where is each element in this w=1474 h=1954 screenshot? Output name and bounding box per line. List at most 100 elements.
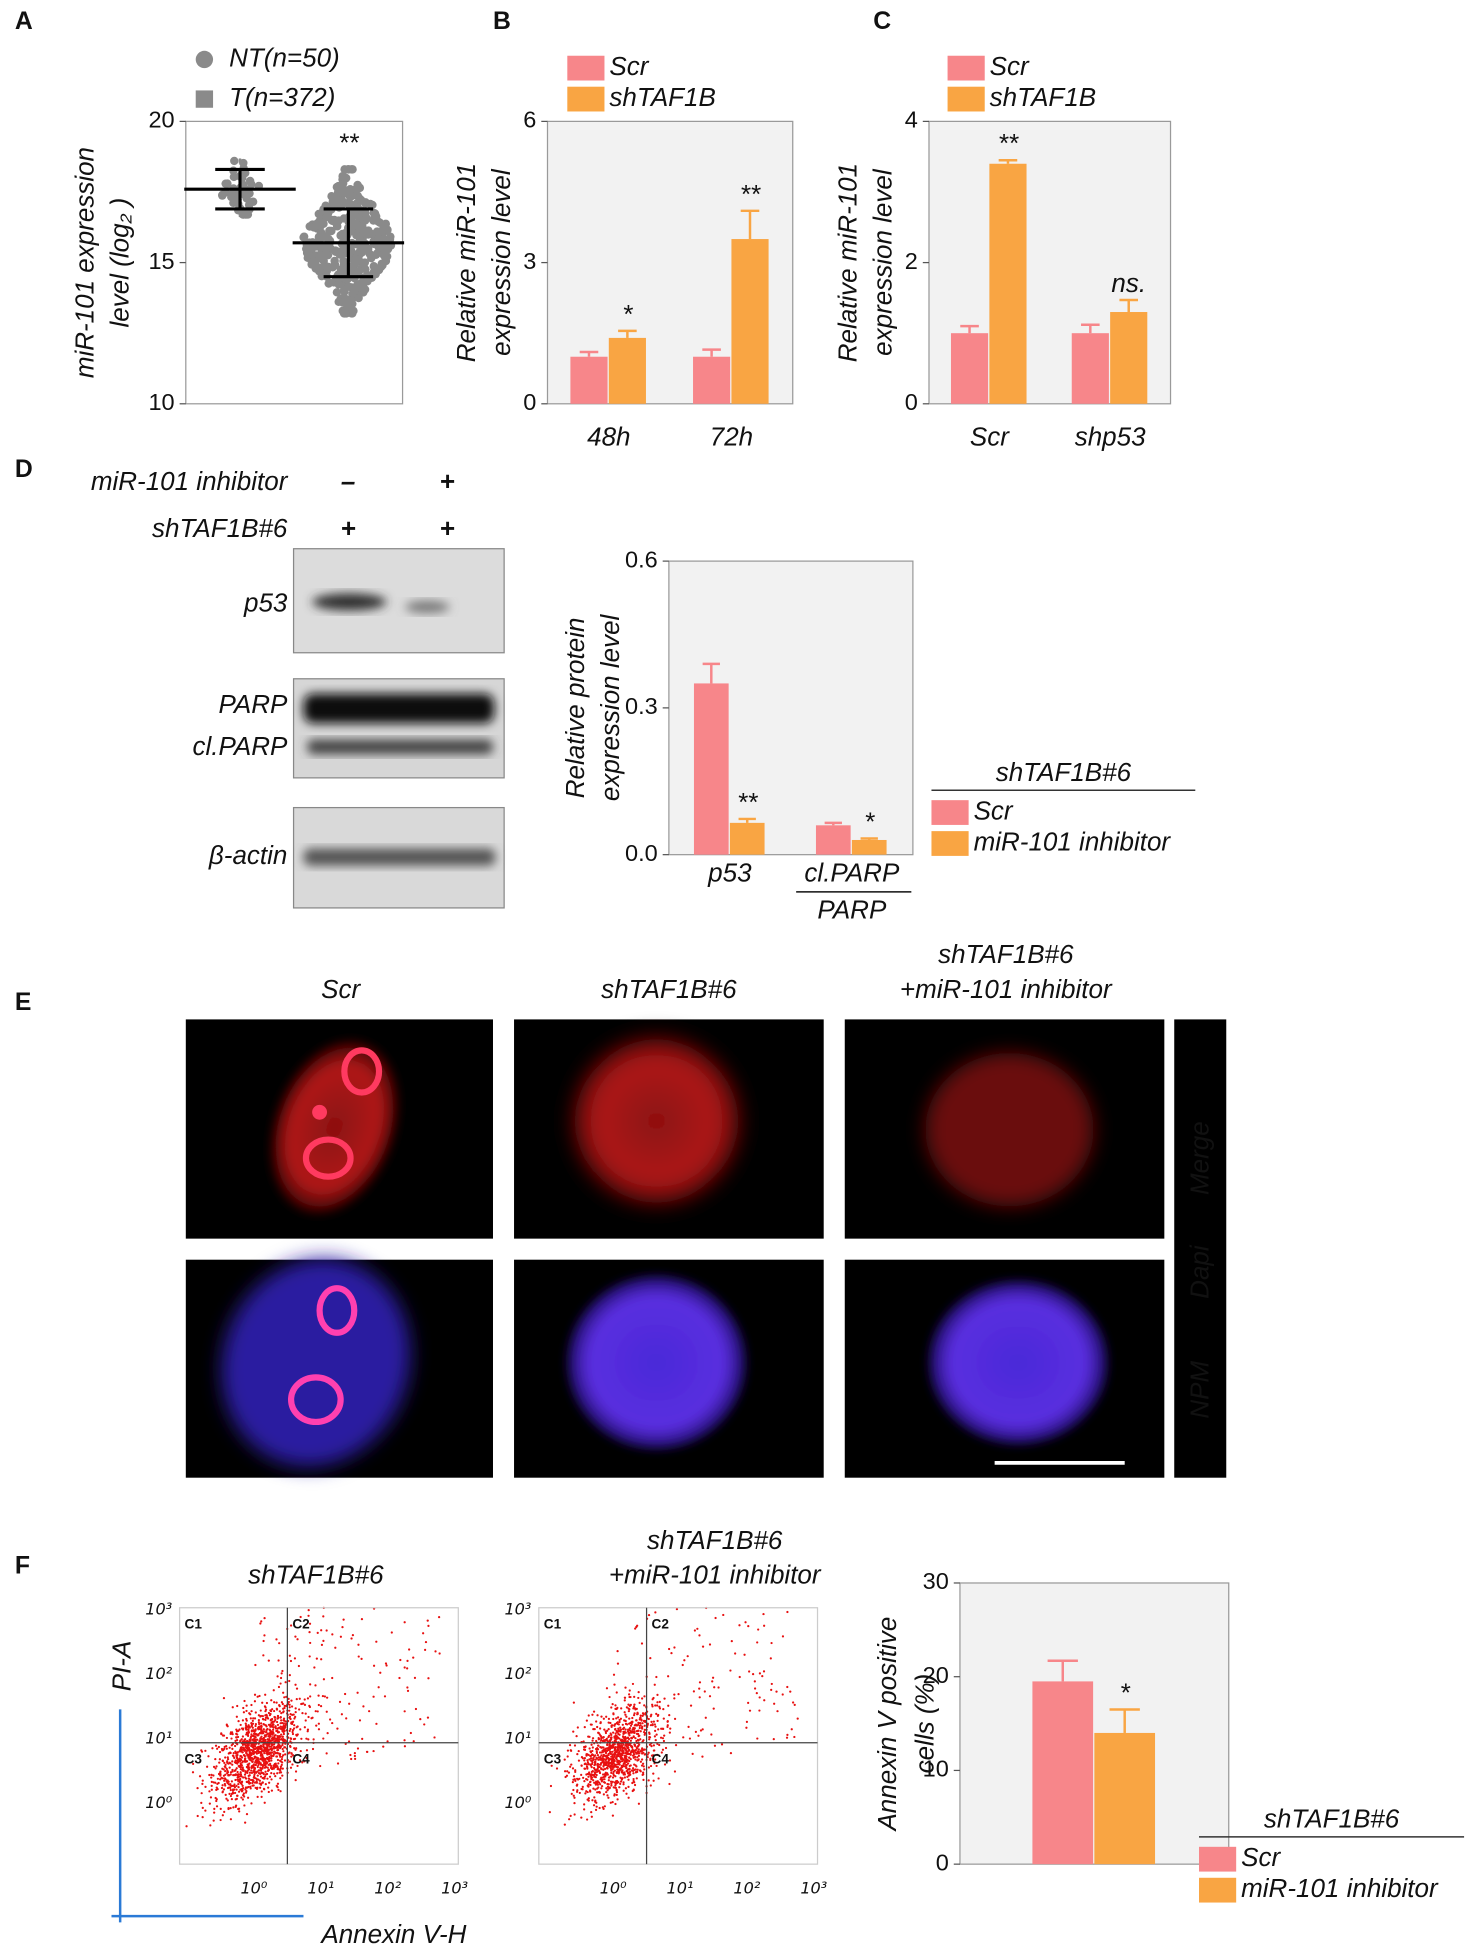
flow-event (270, 1699, 273, 1702)
flow-event (245, 1733, 248, 1736)
flow-event (627, 1768, 631, 1771)
flow-event (574, 1769, 577, 1772)
flow-event (619, 1726, 622, 1729)
flow-event (434, 1650, 437, 1653)
flow-event (686, 1655, 689, 1658)
flow-event (639, 1714, 642, 1717)
flow-event (256, 1695, 259, 1698)
data-point (370, 209, 380, 218)
flow-event (770, 1641, 773, 1645)
flow-event (602, 1765, 605, 1768)
flow-event (583, 1757, 587, 1760)
flow-event (611, 1814, 615, 1817)
flow-event (221, 1784, 224, 1787)
flow-event (201, 1815, 204, 1819)
flow-event (235, 1715, 238, 1718)
data-point (315, 263, 324, 273)
flow-event (620, 1744, 623, 1748)
flow-event (238, 1750, 241, 1753)
flow-event (591, 1799, 594, 1802)
flow-event (572, 1701, 575, 1704)
band (405, 600, 450, 614)
flow-event (403, 1621, 406, 1624)
flow-event (609, 1750, 612, 1753)
y-axis-label: expression level (867, 168, 897, 356)
flow-event (258, 1779, 261, 1782)
data-point (345, 192, 355, 201)
legend-label: miR-101 inhibitor (974, 826, 1172, 856)
flow-event (340, 1713, 343, 1716)
flow-event (608, 1734, 611, 1737)
flow-event (581, 1788, 584, 1791)
quadrant-label: C1 (544, 1617, 562, 1632)
flow-event (266, 1761, 269, 1764)
panel-letter: C (873, 8, 891, 35)
flow-event (627, 1752, 631, 1756)
flow-event (637, 1690, 640, 1694)
flow-event (269, 1747, 272, 1751)
flow-event (204, 1785, 207, 1788)
flow-event (409, 1731, 412, 1735)
flow-event (653, 1749, 656, 1752)
flow-event (622, 1773, 625, 1776)
flow-event (293, 1724, 296, 1727)
flow-event (590, 1776, 593, 1779)
flow-event (259, 1722, 263, 1725)
quadrant-label: C2 (292, 1617, 310, 1632)
flow-event (637, 1721, 640, 1725)
flow-event (617, 1751, 620, 1755)
nucleus (928, 1280, 1108, 1445)
flow-event (325, 1752, 328, 1755)
flow-event (619, 1780, 623, 1783)
flow-event (647, 1766, 651, 1769)
flow-event (242, 1746, 245, 1749)
flow-event (350, 1757, 353, 1761)
flow-event (593, 1781, 596, 1784)
channel-strip (1174, 1019, 1227, 1478)
flow-event (642, 1739, 645, 1742)
y-tick-label: 0.6 (625, 546, 658, 572)
flow-event (622, 1762, 625, 1765)
flow-event (590, 1811, 593, 1814)
flow-event (221, 1790, 224, 1793)
flow-event (627, 1796, 630, 1799)
flow-event (633, 1695, 636, 1698)
flow-event (711, 1680, 714, 1683)
flow-event (640, 1749, 643, 1752)
flow-event (257, 1751, 260, 1754)
flow-event (633, 1744, 637, 1747)
flow-event (254, 1771, 257, 1774)
flow-event (255, 1781, 259, 1784)
flow-event (635, 1747, 639, 1750)
significance: * (864, 807, 875, 837)
flow-event (196, 1786, 199, 1790)
flow-event (258, 1725, 261, 1728)
flow-event (590, 1723, 593, 1726)
flow-event (351, 1634, 355, 1637)
flow-event (220, 1747, 224, 1751)
flow-event (629, 1724, 633, 1727)
flow-event (276, 1772, 279, 1775)
flow-event (261, 1717, 265, 1721)
flow-event (233, 1791, 237, 1795)
flow-event (281, 1669, 284, 1673)
flow-event (572, 1775, 576, 1778)
flow-event (406, 1667, 409, 1670)
flow-event (701, 1645, 705, 1648)
flow-event (639, 1730, 642, 1733)
flow-event (637, 1748, 640, 1751)
flow-event (566, 1755, 569, 1758)
flow-event (772, 1738, 775, 1741)
flow-event (589, 1757, 593, 1760)
data-point (361, 209, 370, 218)
flow-event (610, 1764, 613, 1767)
flow-event (249, 1778, 253, 1782)
flow-event (624, 1731, 627, 1734)
flow-event (276, 1731, 280, 1734)
flow-event (259, 1622, 262, 1625)
flow-event (602, 1735, 605, 1739)
flow-event (238, 1757, 241, 1760)
flow-event (580, 1764, 583, 1767)
flow-event (607, 1752, 610, 1756)
flow-event (592, 1779, 595, 1782)
